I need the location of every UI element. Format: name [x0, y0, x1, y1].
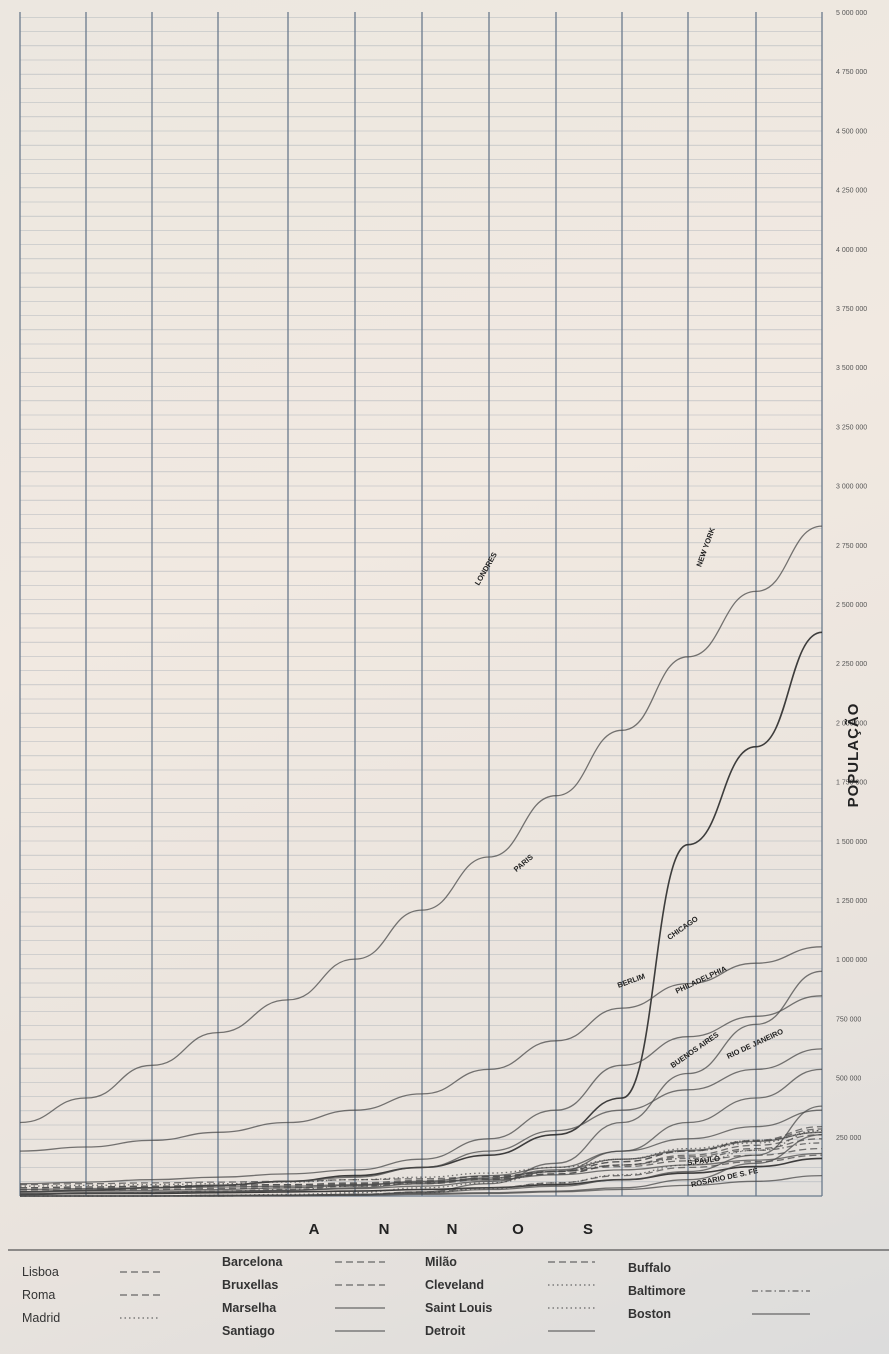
legend-entry: Santiago	[222, 1324, 275, 1338]
y-tick-label: 1 000 000	[836, 957, 867, 964]
legend-entry: Buffalo	[628, 1261, 671, 1275]
y-tick-label: 500 000	[836, 1076, 861, 1083]
y-tick-label: 5 000 000	[836, 10, 867, 17]
series-label: LONDRES	[473, 551, 499, 587]
legend-entry: Cleveland	[425, 1278, 484, 1292]
series-line	[19, 1068, 823, 1195]
legend-entry: Roma	[22, 1288, 55, 1302]
series-line	[20, 1174, 823, 1197]
y-tick-label: 4 750 000	[836, 69, 867, 76]
y-tick-label: 4 000 000	[836, 247, 867, 254]
legend-entry: Bruxellas	[222, 1278, 278, 1292]
y-tick-labels: 250 000 500 000 750 000 1 000 000 1 250 000 1…	[836, 10, 867, 1142]
legend: Lisboa Roma Madrid Barcelona Bruxellas Marsel…	[8, 1249, 889, 1338]
series-line	[19, 1128, 823, 1189]
series-label: CHICAGO	[665, 914, 699, 942]
y-tick-label: 4 500 000	[836, 128, 867, 135]
legend-entry: Baltimore	[628, 1284, 686, 1298]
series-line	[20, 1129, 823, 1197]
legend-entry: Barcelona	[222, 1255, 283, 1269]
y-tick-label: 750 000	[836, 1016, 861, 1023]
y-tick-label: 2 500 000	[836, 602, 867, 609]
legend-entry: Marselha	[222, 1301, 277, 1315]
y-tick-label: 250 000	[836, 1135, 861, 1142]
y-tick-label: 2 750 000	[836, 543, 867, 550]
x-axis-label-letter: N	[379, 1221, 390, 1238]
horizontal-gridlines	[20, 17, 822, 1197]
legend-entry: Boston	[628, 1307, 671, 1321]
series-label: NEW YORK	[694, 526, 717, 568]
series-label: PARIS	[512, 852, 535, 873]
series-label: PHILADELPHIA	[674, 964, 729, 996]
series-label: BERLIM	[616, 972, 646, 990]
y-tick-label: 3 750 000	[836, 306, 867, 313]
series-lines	[19, 525, 823, 1197]
x-axis-label-letter: O	[512, 1221, 524, 1238]
y-axis-label: POPULAÇÃO	[844, 703, 862, 808]
series-line	[19, 946, 823, 1152]
legend-entry: Detroit	[425, 1324, 466, 1338]
y-tick-label: 1 250 000	[836, 898, 867, 905]
legend-entry: Milão	[425, 1255, 457, 1269]
y-tick-label: 4 250 000	[836, 188, 867, 195]
series-line	[19, 1157, 823, 1196]
series-labels: LONDRES NEW YORK PARIS CHICAGO BERLIM PHILADE…	[473, 526, 785, 1189]
legend-entry: Saint Louis	[425, 1301, 492, 1315]
x-axis-label-letter: S	[583, 1221, 593, 1238]
series-label: RIO DE JANEIRO	[725, 1027, 784, 1061]
series-line	[19, 1131, 823, 1196]
y-tick-label: 2 000 000	[836, 720, 867, 727]
series-line	[19, 1152, 823, 1191]
y-tick-label: 3 250 000	[836, 424, 867, 431]
y-tick-label: 2 250 000	[836, 661, 867, 668]
series-line	[19, 1147, 823, 1186]
legend-entry: Lisboa	[22, 1265, 59, 1279]
legend-entry: Madrid	[22, 1311, 60, 1325]
y-tick-label: 3 500 000	[836, 365, 867, 372]
y-tick-label: 3 000 000	[836, 484, 867, 491]
x-axis-label-letter: N	[447, 1221, 458, 1238]
y-tick-label: 1 750 000	[836, 780, 867, 787]
x-axis-label-letter: A	[309, 1221, 320, 1238]
series-line	[19, 525, 823, 1124]
y-tick-label: 1 500 000	[836, 839, 867, 846]
vertical-gridlines	[19, 12, 823, 1197]
series-line	[19, 1109, 823, 1193]
series-line	[19, 995, 823, 1185]
